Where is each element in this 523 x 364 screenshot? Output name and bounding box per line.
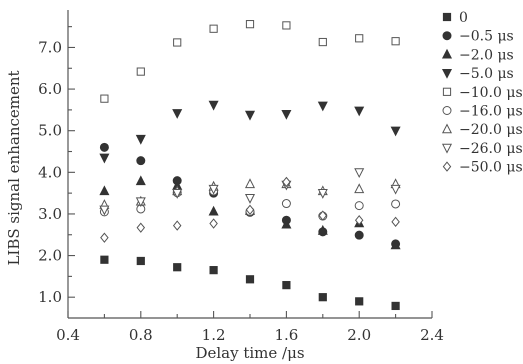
legend-marker (442, 87, 452, 96)
y-tick-label: 4.0 (38, 163, 62, 181)
legend-marker (442, 106, 452, 115)
data-point (354, 201, 364, 211)
data-point (208, 205, 219, 216)
x-axis-label: Delay time /μs (195, 344, 304, 362)
legend-marker (442, 161, 452, 172)
data-point (245, 275, 255, 284)
data-point (354, 106, 365, 117)
legend-marker (441, 48, 453, 59)
legend-marker (442, 12, 452, 22)
y-axis-label: LIBS signal enhancement (5, 70, 23, 265)
data-point (99, 185, 110, 196)
data-point (100, 94, 109, 103)
legend-label: −50.0 μs (459, 160, 523, 176)
data-point (245, 204, 255, 215)
data-point (100, 255, 109, 264)
data-point (209, 218, 218, 229)
data-point (281, 199, 291, 209)
x-tick-label: 1.2 (202, 326, 226, 344)
data-point (354, 168, 365, 179)
data-point (136, 256, 145, 266)
legend-marker (441, 123, 453, 134)
data-point (136, 156, 146, 166)
data-point (390, 126, 401, 137)
data-point (281, 109, 292, 120)
data-point (390, 239, 401, 250)
legend-marker (441, 69, 453, 79)
data-point (208, 100, 219, 111)
data-point (99, 153, 110, 164)
y-tick-label: 5.0 (38, 122, 62, 140)
data-point (244, 178, 256, 189)
data-point (355, 34, 364, 43)
x-tick-label: 1.6 (274, 326, 298, 344)
data-point (390, 184, 401, 195)
data-point (318, 293, 327, 302)
legend-marker (442, 31, 452, 41)
data-point (135, 197, 146, 208)
data-point (391, 37, 400, 46)
data-point (354, 183, 365, 194)
legend-label: −16.0 μs (459, 104, 523, 120)
y-tick-label: 7.0 (38, 38, 62, 56)
x-tick-label: 0.4 (56, 326, 80, 344)
data-point (354, 214, 364, 226)
data-point (354, 230, 364, 240)
data-point (173, 38, 182, 47)
data-point (172, 109, 183, 119)
data-point (208, 184, 219, 195)
axes: 0.4 0.8 1.2 1.6 2.0 2.4 1.0 2.0 3.0 4.0 5.0 6.0 7.0 (38, 10, 444, 344)
data-points (99, 20, 401, 311)
legend-marker (441, 143, 453, 154)
data-point (318, 210, 328, 221)
legend-label: −5.0 μs (459, 66, 514, 82)
data-point (244, 110, 256, 121)
data-point (209, 24, 218, 33)
legend-label: −20.0 μs (459, 122, 523, 138)
data-point (391, 301, 400, 311)
data-point (391, 199, 401, 209)
data-point (282, 21, 291, 30)
legend-label: −0.5 μs (459, 29, 514, 45)
data-point (172, 189, 183, 199)
data-point (282, 281, 291, 290)
x-tick-label: 0.8 (129, 326, 153, 344)
y-tick-label: 2.0 (38, 247, 62, 265)
x-tick-label: 2.4 (420, 326, 444, 344)
data-point (282, 176, 291, 188)
data-point (99, 205, 110, 216)
data-point (281, 218, 292, 229)
data-point (317, 224, 328, 235)
x-tick-label: 2.0 (347, 326, 371, 344)
data-point (209, 266, 218, 275)
data-point (136, 222, 146, 233)
data-point (100, 232, 109, 243)
y-tick-label: 3.0 (38, 205, 62, 223)
data-point (317, 189, 328, 199)
legend-label: −26.0 μs (459, 141, 523, 157)
data-point (317, 101, 328, 112)
data-point (245, 20, 255, 29)
data-point (173, 263, 182, 272)
y-tick-label: 1.0 (38, 288, 62, 306)
data-point (244, 194, 256, 204)
data-point (99, 142, 109, 152)
data-point (136, 67, 145, 76)
data-point (135, 134, 146, 145)
legend-label: 0 (459, 10, 468, 26)
legend-label: −10.0 μs (459, 85, 523, 101)
data-point (391, 216, 400, 228)
y-tick-label: 6.0 (38, 80, 62, 98)
legend-label: −2.0 μs (459, 47, 514, 63)
data-point (355, 297, 364, 306)
data-point (172, 220, 182, 231)
data-point (135, 175, 146, 186)
legend: 0 −0.5 μs −2.0 μs −5.0 μs −10.0 μs −16.0 μs −2… (441, 10, 523, 176)
data-point (318, 37, 327, 47)
